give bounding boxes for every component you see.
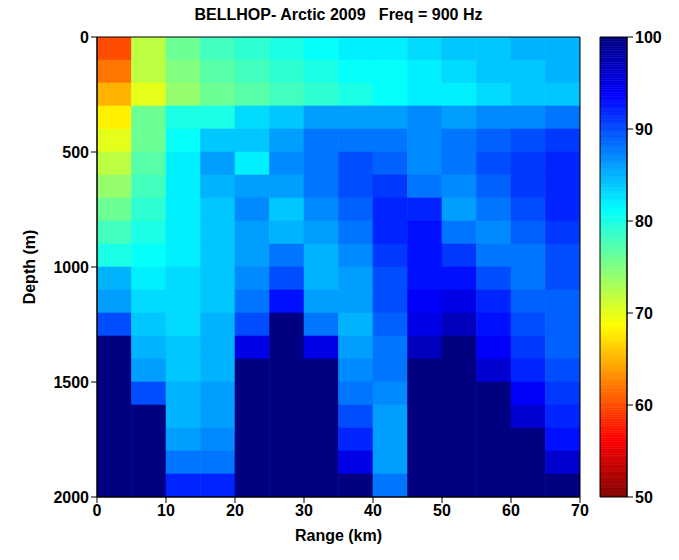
svg-text:1000: 1000 [53,259,89,276]
svg-text:1500: 1500 [53,374,89,391]
svg-text:50: 50 [433,502,451,519]
svg-text:60: 60 [502,502,520,519]
svg-text:90: 90 [635,121,653,138]
svg-text:0: 0 [93,502,102,519]
svg-text:80: 80 [635,213,653,230]
svg-text:40: 40 [364,502,382,519]
svg-text:70: 70 [571,502,589,519]
svg-text:2000: 2000 [53,489,89,506]
html-text:Range (km): Range (km) [294,527,383,544]
svg-text:20: 20 [226,502,244,519]
svg-text:30: 30 [295,502,313,519]
svg-text:100: 100 [635,29,662,46]
svg-text:70: 70 [635,305,653,322]
svg-text:500: 500 [62,144,89,161]
html-text:Depth (m): Depth (m) [21,229,38,305]
svg-text:50: 50 [635,489,653,506]
svg-text:0: 0 [80,29,89,46]
svg-text:60: 60 [635,397,653,414]
html-text:BELLHOP- Arctic 2009 Freq = 90: BELLHOP- Arctic 2009 Freq = 900 Hz [194,6,483,23]
svg-text:10: 10 [157,502,175,519]
